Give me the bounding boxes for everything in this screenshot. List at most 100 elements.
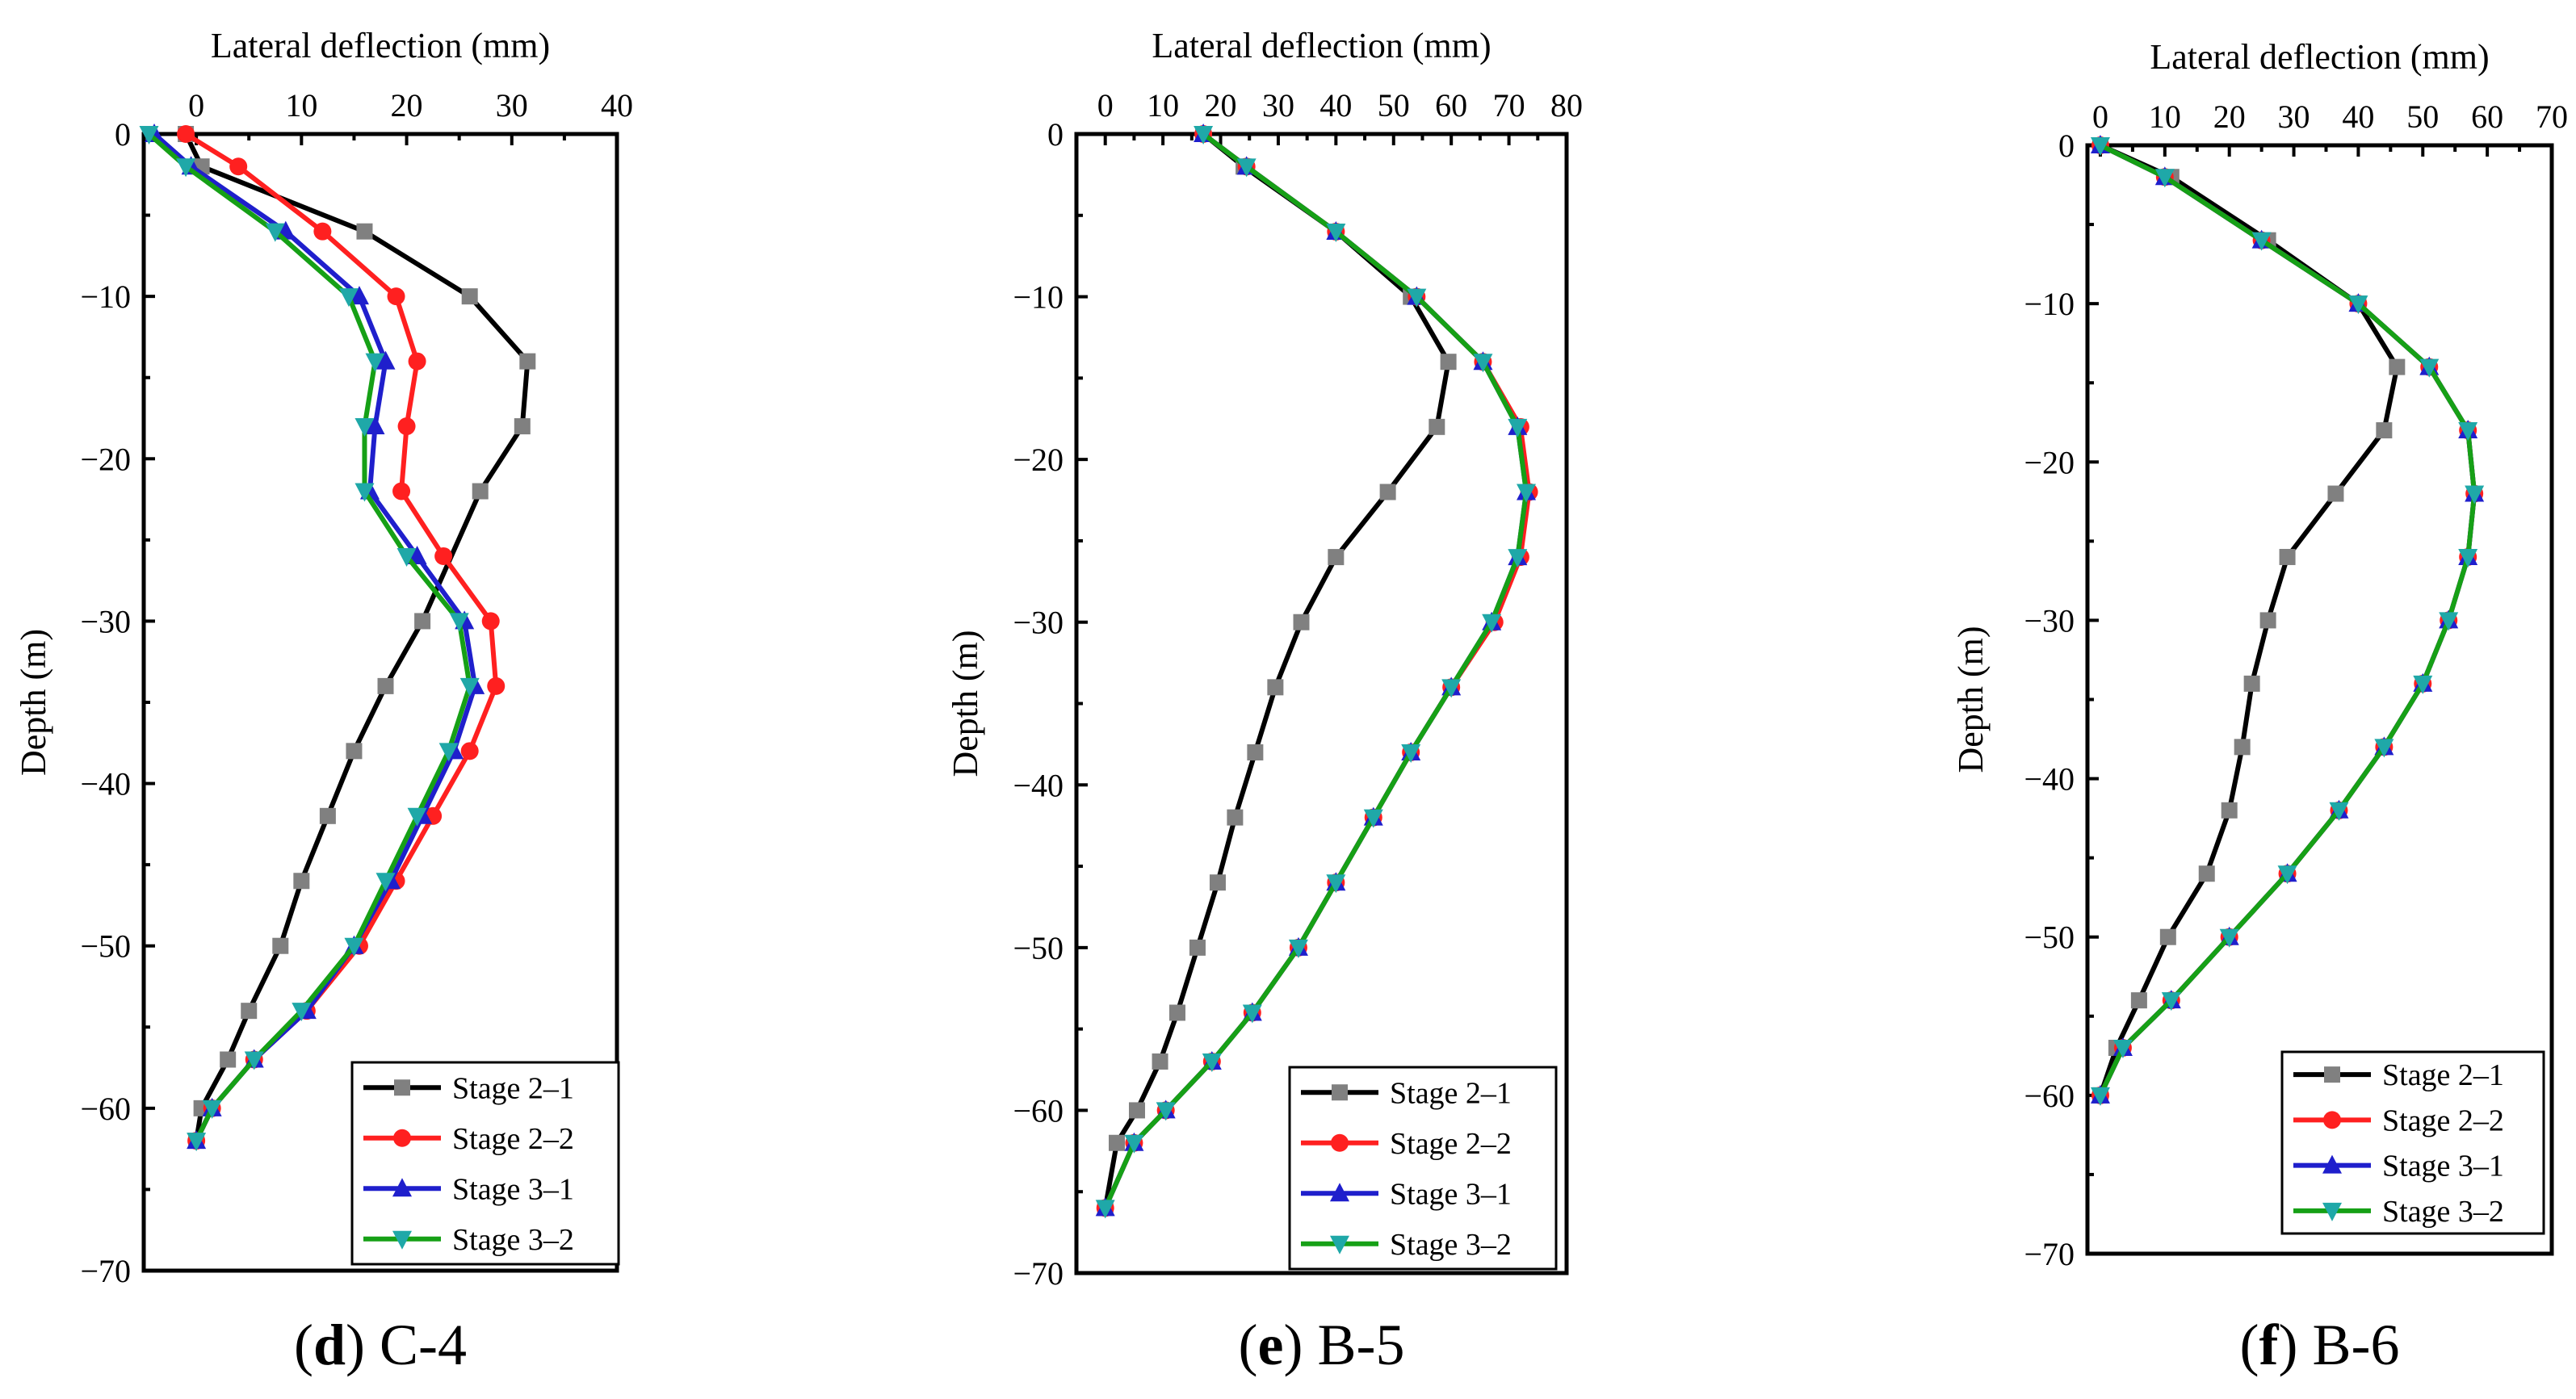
- data-point: [2348, 295, 2368, 315]
- data-point: [397, 417, 416, 436]
- x-tick-label: 70: [2536, 98, 2568, 135]
- series-stage-2-1: [1097, 126, 1457, 1217]
- legend-swatch-marker: [2323, 1111, 2341, 1129]
- data-point: [434, 547, 453, 565]
- x-axis-title: Lateral deflection (mm): [1152, 26, 1491, 65]
- data-point: [387, 287, 405, 306]
- legend-label: Stage 2–1: [452, 1071, 574, 1105]
- data-point: [438, 743, 459, 762]
- x-tick-label: 0: [188, 87, 204, 124]
- data-point: [349, 286, 369, 305]
- data-point: [1440, 354, 1457, 371]
- data-point: [2221, 802, 2238, 819]
- data-point: [2198, 865, 2215, 882]
- chart-f: 0 10 20 30 40 50 60 70 0 −10 −20 −30 −40 −50 −60 −70 Lat…: [1951, 37, 2568, 1377]
- data-point: [2090, 137, 2110, 156]
- data-point: [2243, 675, 2260, 692]
- legend-swatch-marker: [392, 1230, 412, 1250]
- y-tick-label: −50: [2024, 919, 2075, 956]
- data-point: [293, 873, 310, 890]
- data-point: [1242, 1004, 1262, 1024]
- data-point: [2327, 485, 2344, 502]
- data-point: [2458, 548, 2478, 568]
- legend-label: Stage 3–1: [2382, 1150, 2504, 1183]
- x-tick-label: 60: [2471, 98, 2503, 135]
- data-point: [1508, 549, 1528, 568]
- legend-label: Stage 2–2: [452, 1122, 574, 1156]
- data-point: [1508, 418, 1528, 438]
- data-point: [2277, 865, 2297, 885]
- data-point: [1293, 614, 1310, 630]
- data-point: [202, 1100, 222, 1119]
- data-point: [356, 223, 373, 240]
- series-line: [1102, 132, 1451, 1208]
- series-stage-2-1: [2091, 137, 2406, 1104]
- data-point: [1189, 939, 1206, 956]
- data-point: [2439, 612, 2459, 631]
- data-point: [2159, 928, 2176, 945]
- data-point: [1236, 158, 1257, 178]
- series-line: [2098, 143, 2477, 1097]
- y-tick-label: −30: [1013, 605, 1064, 641]
- data-point: [1407, 288, 1427, 308]
- data-point: [365, 416, 385, 435]
- series-line: [2098, 143, 2400, 1096]
- legend-swatch-marker: [2322, 1154, 2342, 1174]
- data-point: [449, 613, 469, 632]
- series-stage-2-2: [2091, 136, 2484, 1104]
- x-tick-label: 50: [2406, 98, 2439, 135]
- data-point: [1363, 809, 1383, 828]
- y-tick-label: −70: [2024, 1236, 2075, 1272]
- data-point: [313, 222, 332, 241]
- panel-caption: (f) B-6: [2240, 1313, 2400, 1377]
- data-point: [319, 807, 336, 824]
- series-line: [1102, 132, 1532, 1209]
- x-tick-label: 0: [1097, 87, 1114, 124]
- data-point: [1326, 874, 1346, 894]
- data-point: [487, 676, 506, 695]
- y-tick-label: −70: [80, 1253, 131, 1289]
- data-point: [1328, 549, 1345, 566]
- data-point: [272, 937, 289, 954]
- y-tick-label: −20: [2024, 444, 2075, 480]
- legend-swatch-marker: [1331, 1133, 1349, 1152]
- y-tick-label: −50: [80, 928, 131, 965]
- data-point: [2154, 169, 2175, 188]
- y-axis-title: Depth (m): [946, 630, 985, 777]
- data-point: [176, 158, 196, 178]
- chart-e: 0 10 20 30 40 50 60 70 80 0 −10 −20 −30 −40 −50 −60 −70 L…: [946, 26, 1583, 1377]
- data-point: [2465, 485, 2485, 505]
- data-point: [1227, 809, 1244, 826]
- y-axis-title: Depth (m): [14, 629, 53, 776]
- panel-caption: (d) C-4: [294, 1313, 467, 1377]
- data-point: [1209, 874, 1226, 891]
- x-tick-label: 20: [1205, 87, 1237, 124]
- data-point: [2419, 358, 2440, 378]
- data-point: [1326, 223, 1346, 242]
- x-tick-label: 10: [285, 87, 317, 124]
- legend-box: [350, 1061, 620, 1266]
- y-tick-label: −30: [2024, 602, 2075, 639]
- legend-label: Stage 3–2: [1390, 1228, 1512, 1262]
- chart-d: 0 10 20 30 40 0 −10 −20 −30 −40 −50 −60 −70 Lateral d…: [14, 26, 633, 1377]
- legend-swatch-marker: [393, 1129, 411, 1147]
- data-point: [2219, 928, 2239, 948]
- x-tick-label: 30: [1262, 87, 1294, 124]
- y-axis-title: Depth (m): [1951, 626, 1991, 773]
- legend-label: Stage 3–2: [452, 1223, 574, 1257]
- legend-swatch-marker: [2324, 1066, 2340, 1083]
- data-point: [139, 126, 159, 145]
- data-point: [2279, 548, 2296, 565]
- data-point: [1482, 614, 1502, 633]
- series-stage-3-2: [139, 126, 480, 1152]
- series-stage-2-1: [178, 126, 536, 1150]
- data-point: [244, 1051, 264, 1070]
- data-point: [344, 937, 364, 957]
- y-tick-label: −30: [80, 603, 131, 639]
- legend-swatch-marker: [2322, 1202, 2342, 1221]
- series-stage-3-2: [1095, 126, 1537, 1219]
- x-tick-label: 0: [2092, 98, 2108, 135]
- x-tick-label: 80: [1550, 87, 1583, 124]
- data-point: [460, 742, 479, 760]
